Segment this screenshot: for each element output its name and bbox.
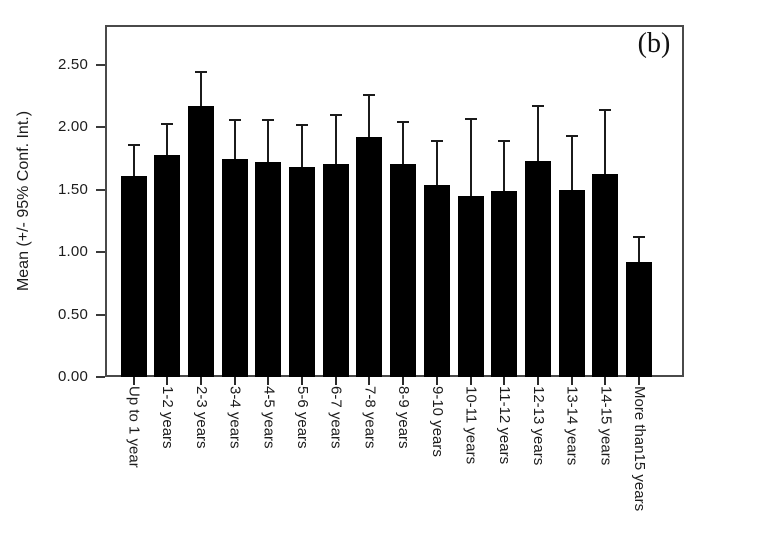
- error-bar-cap: [531, 105, 544, 108]
- error-bar-whisker: [536, 106, 539, 162]
- error-bar-whisker: [435, 141, 438, 185]
- bar: [390, 163, 417, 377]
- error-bar-cap: [262, 118, 275, 121]
- x-axis-tick: [503, 377, 506, 385]
- x-tick-label: 8-9 years: [395, 386, 413, 449]
- error-bar-cap: [161, 122, 174, 125]
- bar: [120, 176, 147, 377]
- error-bar-whisker: [638, 237, 640, 263]
- bar: [255, 162, 282, 377]
- error-bar-whisker: [503, 141, 506, 191]
- x-axis-tick: [638, 377, 640, 385]
- y-tick-label: 0.50: [58, 305, 88, 323]
- error-bar-cap: [127, 143, 140, 146]
- plot-area: [105, 25, 684, 377]
- error-bar-whisker: [301, 124, 303, 168]
- x-axis-tick: [132, 377, 135, 385]
- error-bar-cap: [633, 236, 645, 239]
- bar: [322, 163, 349, 377]
- x-axis-tick: [604, 377, 607, 385]
- error-bar-whisker: [166, 123, 169, 155]
- error-bar-cap: [599, 108, 612, 111]
- x-axis-tick: [469, 377, 472, 385]
- error-bar-cap: [430, 140, 443, 143]
- x-tick-label: 1-2 years: [159, 386, 177, 449]
- panel-label: (b): [637, 28, 671, 59]
- error-bar-cap: [565, 135, 578, 138]
- error-bar-cap: [194, 71, 207, 74]
- y-axis-title: Mean (+/- 95% Conf. Int.): [15, 110, 32, 292]
- y-axis-tick: [96, 313, 105, 316]
- error-bar-cap: [498, 140, 511, 143]
- error-bar-cap: [329, 113, 342, 116]
- bar: [592, 173, 619, 377]
- y-tick-label: 1.50: [58, 180, 88, 198]
- x-tick-label: 5-6 years: [294, 386, 311, 449]
- bar: [187, 106, 214, 377]
- y-axis-tick: [96, 63, 105, 66]
- x-axis-tick: [301, 377, 303, 385]
- x-tick-label: 6-7 years: [327, 386, 345, 449]
- bar: [491, 191, 518, 377]
- y-axis-tick: [96, 251, 105, 254]
- bar: [154, 154, 181, 377]
- x-tick-label: 13-14 years: [563, 386, 581, 466]
- x-tick-label: More than15 years: [631, 386, 648, 512]
- error-bar-cap: [363, 93, 376, 96]
- bar: [356, 137, 383, 377]
- x-tick-label: 7-8 years: [361, 386, 379, 449]
- error-bar-whisker: [267, 119, 270, 163]
- y-tick-label: 0.00: [58, 368, 88, 385]
- y-tick-label: 1.00: [58, 243, 88, 261]
- bar: [626, 262, 652, 377]
- x-tick-label: 12-13 years: [529, 386, 547, 466]
- error-bar-whisker: [199, 72, 202, 107]
- bar: [457, 196, 484, 377]
- y-axis-tick: [96, 188, 105, 191]
- error-bar-cap: [397, 121, 410, 124]
- x-tick-label: 4-5 years: [260, 386, 278, 449]
- error-bar-whisker: [570, 136, 573, 190]
- error-bar-whisker: [469, 118, 472, 196]
- x-axis-tick: [570, 377, 573, 385]
- x-tick-label: 14-15 years: [597, 386, 615, 466]
- y-axis-tick: [96, 126, 105, 129]
- y-tick-label: 2.00: [58, 118, 88, 136]
- x-tick-label: 9-10 years: [428, 386, 446, 457]
- x-axis-tick: [199, 377, 202, 385]
- x-axis-tick: [536, 377, 539, 385]
- x-axis-tick: [267, 377, 270, 385]
- x-axis-tick: [166, 377, 169, 385]
- error-bar-cap: [228, 118, 241, 121]
- error-bar-cap: [296, 123, 308, 126]
- bar: [423, 184, 450, 377]
- bar: [289, 167, 315, 377]
- error-bar-whisker: [402, 122, 405, 164]
- error-bar-cap: [464, 117, 477, 120]
- x-tick-label: Up to 1 year: [125, 386, 143, 468]
- x-tick-label: 11-12 years: [496, 386, 514, 465]
- error-bar-whisker: [368, 94, 371, 138]
- y-axis-tick: [96, 376, 105, 378]
- error-bar-whisker: [132, 144, 135, 177]
- error-bar-whisker: [334, 114, 337, 164]
- x-axis-tick: [334, 377, 337, 385]
- error-bar-whisker: [604, 109, 607, 174]
- x-tick-label: 10-11 years: [462, 386, 480, 465]
- x-axis-tick: [435, 377, 438, 385]
- bar: [558, 189, 585, 377]
- y-tick-label: 2.50: [58, 55, 88, 73]
- error-bar-whisker: [233, 119, 236, 159]
- x-axis-tick: [368, 377, 371, 385]
- bar: [221, 158, 248, 377]
- x-axis-tick: [233, 377, 236, 385]
- x-tick-label: 2-3 years: [192, 386, 210, 449]
- bar: [524, 161, 551, 377]
- x-tick-label: 3-4 years: [226, 386, 244, 449]
- x-axis-tick: [402, 377, 405, 385]
